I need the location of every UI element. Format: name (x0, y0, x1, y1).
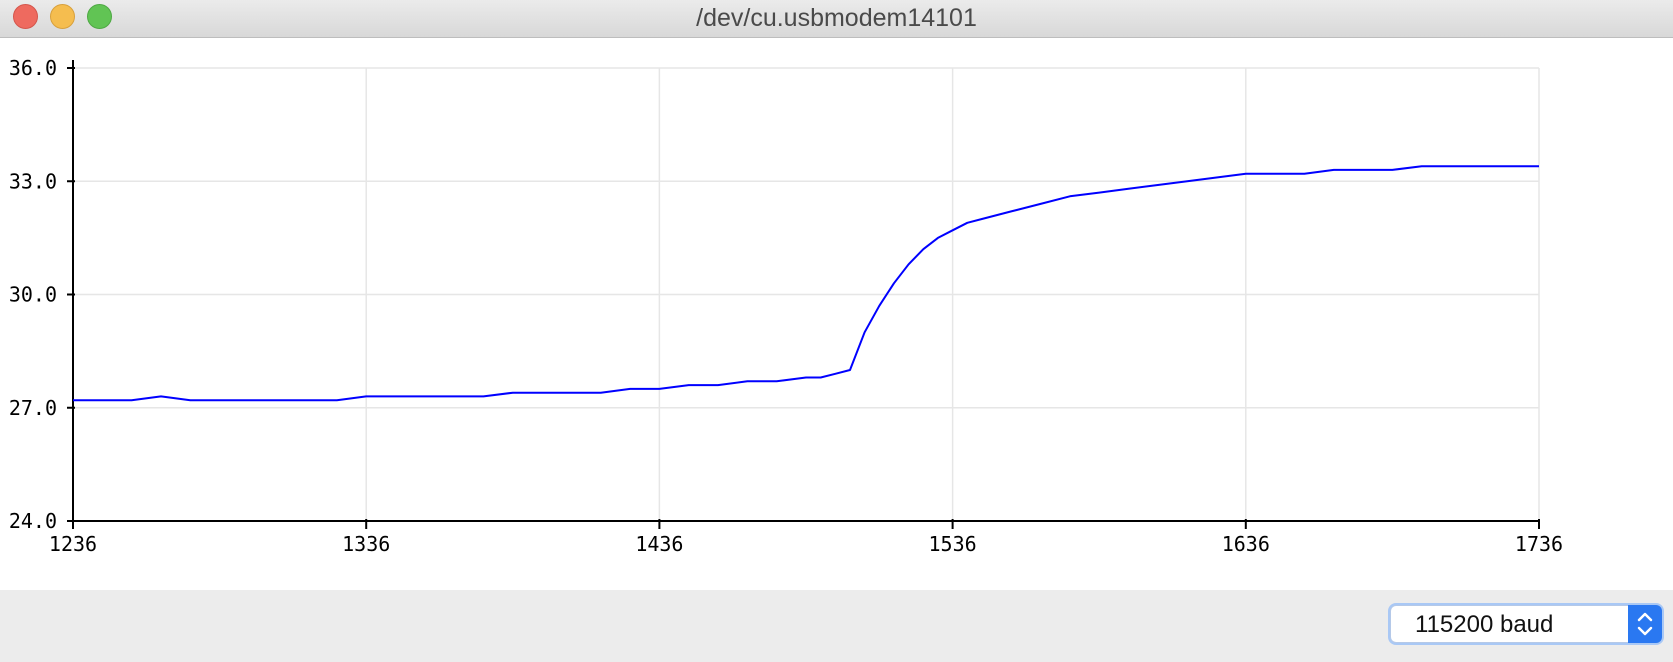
baud-rate-value: 115200 baud (1415, 611, 1554, 638)
y-tick-label: 33.0 (9, 169, 57, 193)
x-tick-label: 1436 (635, 532, 683, 556)
y-tick-label: 27.0 (9, 396, 57, 420)
title-bar: /dev/cu.usbmodem14101 (0, 0, 1673, 38)
x-tick-label: 1336 (342, 532, 390, 556)
y-tick-label: 24.0 (9, 509, 57, 533)
zoom-window-button[interactable] (87, 4, 112, 29)
plot-area: 24.0 27.0 30.0 33.0 36.0 1236 1336 1436 1536 1636… (0, 38, 1673, 590)
series-line (73, 165, 1539, 402)
line-chart: 24.0 27.0 30.0 33.0 36.0 1236 1336 1436 1536 1636… (9, 56, 1563, 556)
bottom-toolbar: 115200 baud (0, 590, 1673, 662)
up-down-chevron-icon (1637, 612, 1653, 636)
x-tick-label: 1736 (1515, 532, 1563, 556)
window-title: /dev/cu.usbmodem14101 (696, 4, 977, 32)
minimize-window-button[interactable] (50, 4, 75, 29)
baud-rate-select[interactable]: 115200 baud (1390, 605, 1662, 643)
x-tick-label: 1536 (929, 532, 977, 556)
x-tick-label: 1636 (1222, 532, 1270, 556)
x-tick-label: 1236 (49, 532, 97, 556)
baud-rate-stepper[interactable] (1628, 605, 1662, 643)
close-window-button[interactable] (13, 4, 38, 29)
y-tick-label: 30.0 (9, 283, 57, 307)
y-tick-label: 36.0 (9, 56, 57, 80)
